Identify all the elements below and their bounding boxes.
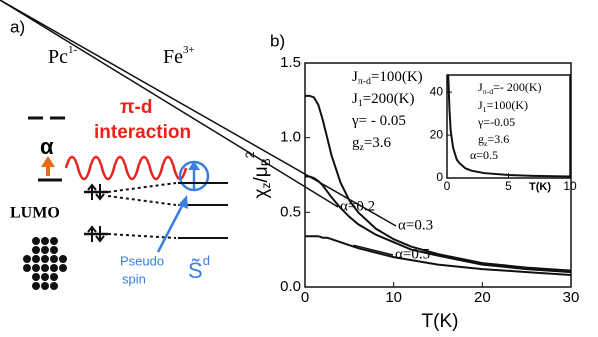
parameter-value: =3.6 [364,135,392,151]
x-axis-label: T(K) [422,311,459,332]
interaction-label: π-d [120,97,152,118]
fe: Fe [163,46,183,68]
x-tick-label: 10 [385,289,402,306]
ylabel-part: χ [251,188,272,198]
s-sup: d [203,253,210,268]
parameter-value: =200(K) [363,91,415,107]
y-tick-label: 1.5 [280,54,301,71]
fe-label: Fe3+ [163,44,195,68]
fe-sup: 3+ [183,44,195,56]
parameter-symbol: J [478,80,483,94]
pseudo-spin-label: spin [122,271,146,286]
pseudo-spin-label: Pseudo [120,253,164,268]
lumo-label: LUMO [10,205,60,222]
panel-a: a) Pc1- Fe3+ π-d interaction α LUMO [10,17,228,290]
annotation-arrow [353,244,394,256]
x-tick-label: 30 [563,289,580,306]
s: S̃ [188,258,203,283]
parameter-sub: 1 [358,98,363,109]
annotation-arrow [0,0,397,227]
parameter-symbol: g [352,135,360,151]
parameter-sub: π-d [483,87,494,96]
y-tick-label: 1.0 [280,129,301,146]
spin-pair [87,225,105,243]
ylabel-part: /μ [251,166,272,182]
parameter-symbol: J [478,98,483,112]
pseudo-spin-arrow [156,203,185,253]
y-tick-label: 20 [430,127,444,141]
parameter: Jπ-d=100(K) [352,69,423,87]
ylabel-part: z [259,182,273,188]
x-tick-label: 20 [474,289,491,306]
y-tick-label: 0.0 [280,278,301,295]
parameter-value: =3.6 [487,132,509,146]
hybrid-link [107,182,177,193]
parameter: gz=3.6 [352,135,392,153]
alpha-arrowhead [41,156,55,167]
parameter-symbol: J [352,91,358,107]
spin-arrowhead [188,161,200,170]
y-tick-label: 0 [436,170,443,184]
data-line [305,235,572,277]
interaction-label: interaction [94,122,191,143]
pseudo-spin-arrowhead [178,195,188,209]
panel-label: a) [10,17,25,36]
parameter-sub: z [360,142,365,153]
x-tick-label: 5 [505,179,512,193]
hybrid-link [107,195,177,206]
x-tick-label: 0 [301,289,309,306]
parameter-sub: 1 [483,105,487,114]
parameter-symbol: g [478,132,484,146]
series-annotation: α=0.3 [398,217,433,233]
annotation-arrow [0,0,339,208]
x-tick-label: 10 [563,179,577,193]
parameter-symbol: γ= - 0.05 [351,113,406,129]
main-chart: b) χz/μB2 01020300.00.51.01.5T(K)α=0.2α=… [0,0,579,332]
series-annotation: α=0.5 [470,148,498,162]
alpha-label: α [40,134,54,159]
parameter-sub: π-d [358,76,371,87]
parameter-symbol: J [352,69,358,85]
panel-label: b) [270,31,285,50]
parameter: J1=100(K) [478,98,528,114]
ylabel-part: 2 [243,151,257,158]
pc-label: Pc1- [48,44,78,68]
x-axis-label: T(K) [529,181,551,193]
y-tick-label: 0.5 [280,203,301,220]
spin-pair [87,183,105,201]
pc: Pc [48,46,68,68]
pc-sup: 1- [68,44,78,56]
series-annotation: α=0.5 [395,246,430,262]
parameter: J1=200(K) [352,91,415,109]
parameter: Jπ-d=- 200(K) [478,80,542,96]
inset-background [447,75,570,178]
parameter-value: =100(K) [487,98,528,112]
series-annotation: α=0.2 [340,198,375,214]
sd-label: S̃d [188,253,210,282]
parameter-value: =100(K) [371,69,423,85]
data-line [305,94,572,272]
parameter: γ=-0.05 [477,115,515,129]
parameter-symbol: γ=-0.05 [477,115,515,129]
data-line [447,74,571,178]
parameter-sub: z [484,139,488,148]
parameter: gz=3.6 [478,132,509,148]
y-tick-label: 40 [430,84,444,98]
wavy-interaction [64,155,188,181]
plot-frame [304,62,572,288]
parameter-value: =- 200(K) [493,80,541,94]
parameter: γ= - 0.05 [351,113,406,129]
x-tick-label: 0 [444,179,451,193]
molecule [23,237,67,290]
